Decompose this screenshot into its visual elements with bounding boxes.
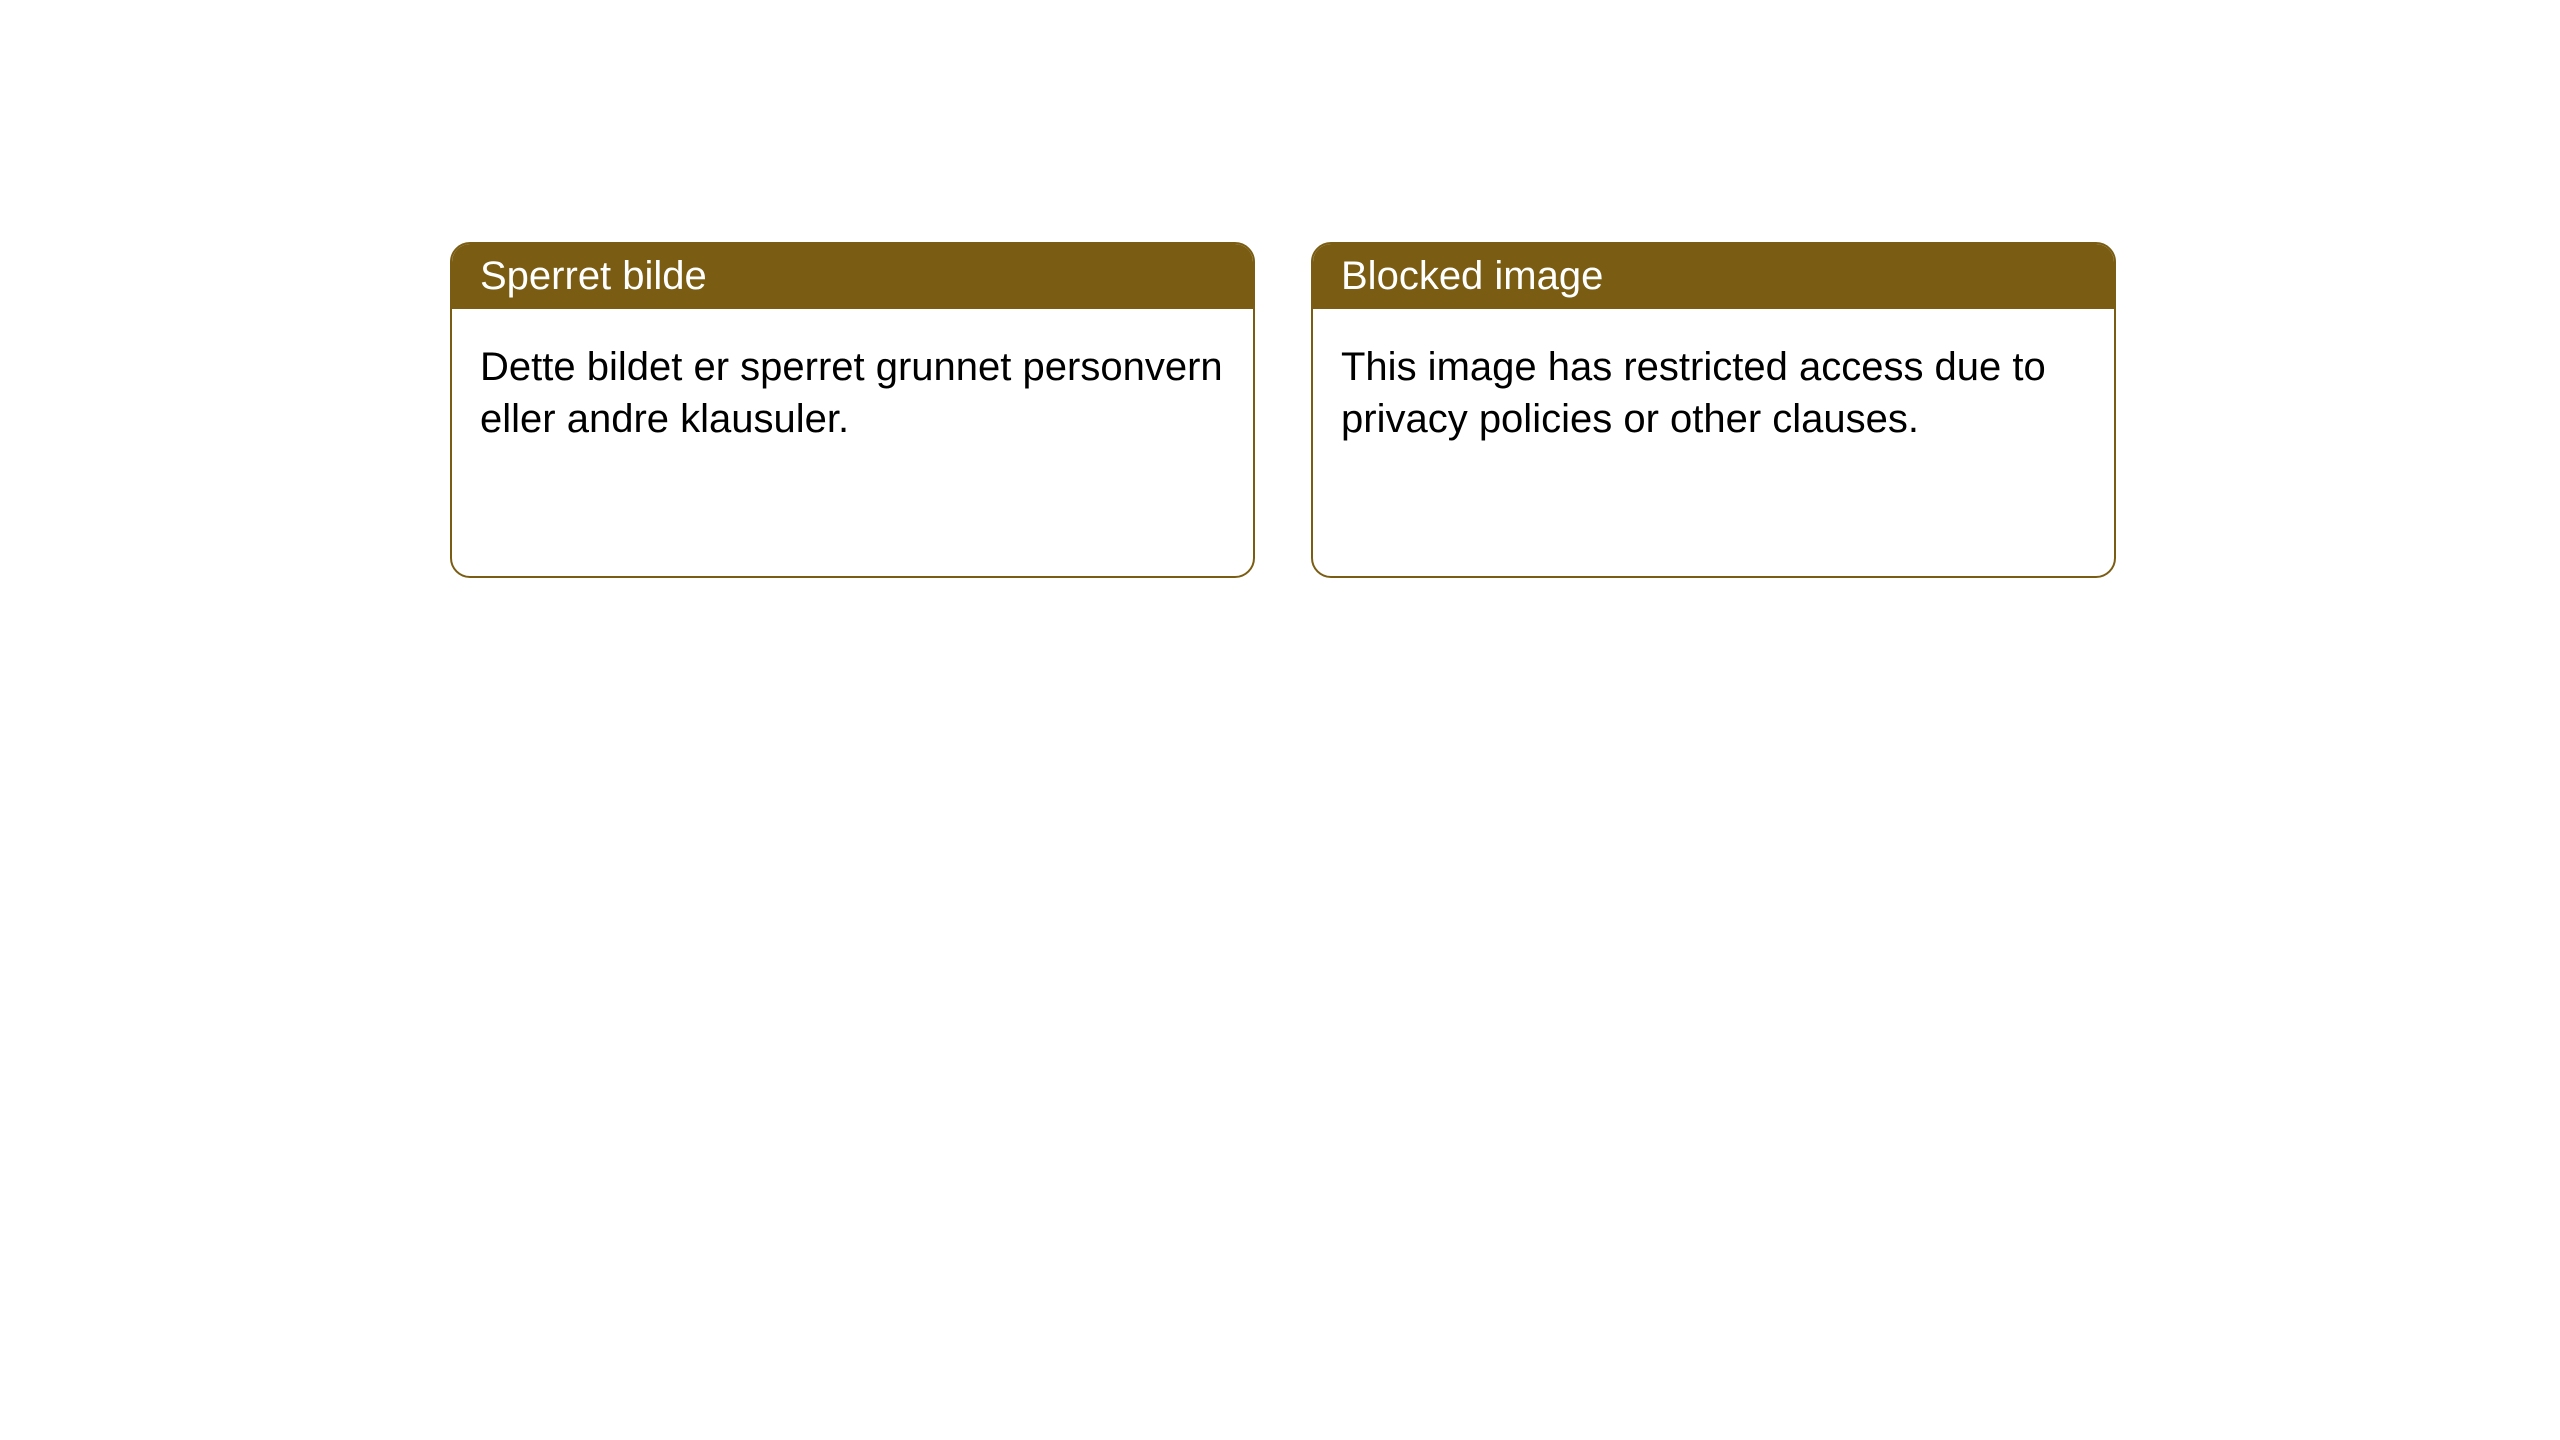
card-body: This image has restricted access due to … xyxy=(1313,309,2114,477)
card-body: Dette bildet er sperret grunnet personve… xyxy=(452,309,1253,477)
card-title: Blocked image xyxy=(1341,254,1603,298)
card-header: Sperret bilde xyxy=(452,244,1253,309)
notice-card-norwegian: Sperret bilde Dette bildet er sperret gr… xyxy=(450,242,1255,578)
notice-container: Sperret bilde Dette bildet er sperret gr… xyxy=(0,0,2560,578)
card-title: Sperret bilde xyxy=(480,254,707,298)
card-header: Blocked image xyxy=(1313,244,2114,309)
card-body-text: This image has restricted access due to … xyxy=(1341,345,2046,441)
card-body-text: Dette bildet er sperret grunnet personve… xyxy=(480,345,1223,441)
notice-card-english: Blocked image This image has restricted … xyxy=(1311,242,2116,578)
